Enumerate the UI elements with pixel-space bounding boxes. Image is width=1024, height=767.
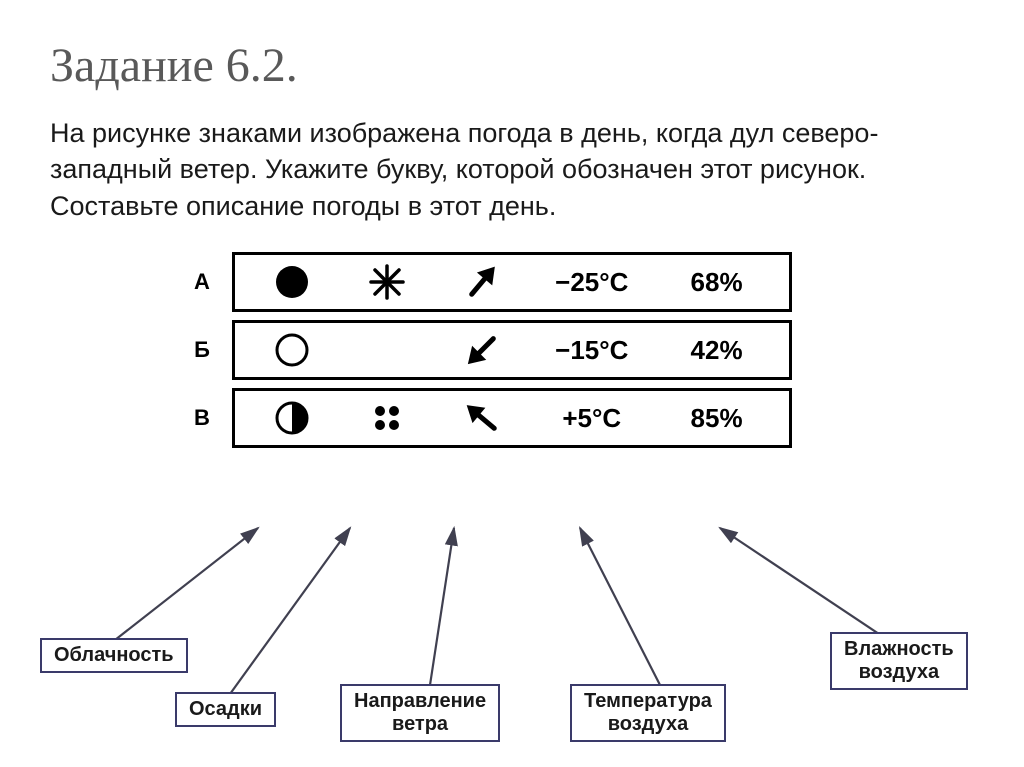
label-temperature: Температура воздуха xyxy=(570,684,726,742)
page-title: Задание 6.2. xyxy=(50,38,974,93)
humidity-value: 68% xyxy=(667,267,767,298)
label-precipitation: Осадки xyxy=(175,692,276,727)
humidity-value: 42% xyxy=(667,335,767,366)
weather-row: В xyxy=(190,388,810,448)
task-instruction: На рисунке знаками изображена погода в д… xyxy=(50,115,974,224)
cloud-icon xyxy=(257,393,327,443)
weather-rows-container: А −25°С xyxy=(190,252,810,448)
label-humidity: Влажность воздуха xyxy=(830,632,968,690)
humidity-value: 85% xyxy=(667,403,767,434)
cloud-icon xyxy=(257,325,327,375)
row-letter: Б xyxy=(190,337,214,363)
row-letter: В xyxy=(190,405,214,431)
wind-arrow-icon xyxy=(447,325,517,375)
temperature-value: −15°С xyxy=(542,335,642,366)
snow-icon xyxy=(352,257,422,307)
rain-icon xyxy=(352,393,422,443)
weather-row: Б −15°С 42% xyxy=(190,320,810,380)
row-box: −25°С 68% xyxy=(232,252,792,312)
label-cloudiness: Облачность xyxy=(40,638,188,673)
weather-row: А −25°С xyxy=(190,252,810,312)
temperature-value: −25°С xyxy=(542,267,642,298)
row-letter: А xyxy=(190,269,214,295)
temperature-value: +5°С xyxy=(542,403,642,434)
wind-arrow-icon xyxy=(447,393,517,443)
cloud-icon xyxy=(257,257,327,307)
no-precip-icon xyxy=(352,325,422,375)
row-box: +5°С 85% xyxy=(232,388,792,448)
label-wind-direction: Направление ветра xyxy=(340,684,500,742)
wind-arrow-icon xyxy=(447,257,517,307)
row-box: −15°С 42% xyxy=(232,320,792,380)
